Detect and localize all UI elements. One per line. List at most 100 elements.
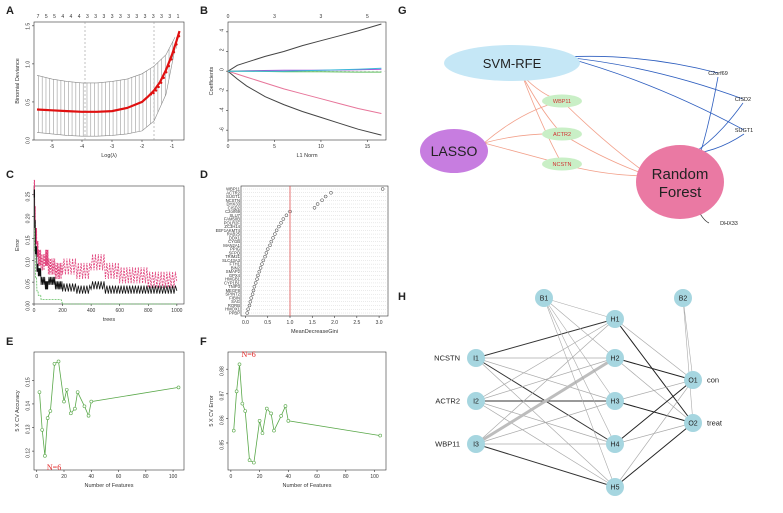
panel-label-e: E [6,336,13,348]
y-tick-label: 0.25 [26,192,32,202]
edge-hidden-output [614,379,694,445]
edge-input-hidden [475,318,616,402]
top-tick-label: 5 [53,14,56,20]
gini-gene-label: NCSTN [226,198,240,203]
gini-point [320,198,324,203]
bias-node [674,289,692,307]
gini-gene-label: GPX4 [229,273,241,278]
edge-shared-to-rf [561,133,651,177]
bias-node [535,289,553,307]
y-tick-label: -4 [220,107,226,112]
cv-point [64,387,69,392]
output-node-label: O2 [688,421,697,428]
gini-point [271,236,275,240]
y-axis-label: Error [15,239,21,251]
mean-deviance-point [149,93,153,96]
top-tick-label: 3 [152,14,155,20]
gini-gene-label: MEGF8 [226,288,241,293]
shared-gene-label: WBP11 [553,99,571,105]
panel-label-a: A [6,5,14,17]
x-tick-label: 15 [365,144,371,150]
panel-b-lasso-coefficients: 0 5 10 15 -6 -4 -2 0 2 4 L1 Norm Coefficients 0 3 3 5 [209,14,387,159]
edge-input-hidden [475,318,616,359]
gini-point [250,292,255,296]
y-tick-label: 0.10 [26,257,32,267]
gini-gene-label: CYP1B1 [224,280,241,285]
gini-point [248,299,253,304]
edge-bias-output [682,297,694,424]
x-tick-label: 20 [257,474,263,480]
edge-hidden-output [614,318,694,424]
x-tick-label: 600 [116,308,125,314]
svm-rfe-node [444,45,580,81]
gini-point [260,262,264,266]
gini-point [312,206,317,210]
hidden-node [606,349,624,367]
cv-point [82,404,87,409]
gini-gene-label: DDX1 [229,235,241,240]
lasso-label: LASSO [431,143,478,159]
edge-hidden-output [614,422,694,488]
x-tick-label: 2.5 [353,320,360,326]
edge-shared-to-svm [521,74,563,165]
gini-gene-label: C2orf69 [225,209,241,214]
gini-gene-label: SAG [231,299,240,304]
rf-only-gene-label: DHX33 [720,221,738,227]
cv-point [40,428,44,432]
y-axis-label: Coefficients [209,66,215,95]
y-tick-label: 1.5 [26,23,32,30]
y-tick-label: 0.85 [220,440,226,450]
x-tick-label: 0 [227,144,230,150]
cv-point [234,389,239,394]
gini-gene-label: FAM50B [224,217,240,222]
shared-gene-node [542,157,582,171]
cv-point [247,458,252,462]
gini-point [274,228,279,233]
y-tick-label: 0.86 [220,415,226,425]
x-tick-label: 5 [273,144,276,150]
svm-rfe-label: SVM-RFE [483,56,542,71]
x-tick-label: 3.0 [376,320,383,326]
top-tick-label: 5 [45,14,48,20]
top-tick-label: 4 [70,14,73,20]
y-tick-label: 0 [220,68,226,71]
gini-gene-label: FIBIN [229,295,240,300]
input-node-label: I3 [473,442,479,449]
panel-a-lasso-deviance: -5 -4 -3 -2 -1 0.0 0.5 1.0 1.5 Log(λ) Binomial Dev… [15,14,185,159]
x-tick-label: 0 [35,474,38,480]
error-line-OOB [33,189,178,294]
random-forest-label: Forest [659,184,702,201]
x-tick-label: 60 [116,474,122,480]
panel-label-h: H [398,291,406,303]
y-tick-label: 0.14 [26,401,32,411]
upper-ci-line [36,37,176,84]
error-line-class1 [33,179,178,288]
top-tick-label: 3 [320,14,323,20]
edge-gene-to-rf [699,76,719,155]
y-tick-label: 2 [220,48,226,51]
cv-point [75,390,80,394]
y-tick-label: 0.87 [220,391,226,401]
input-node [467,349,485,367]
top-tick-label: 3 [168,14,171,20]
x-axis-label: trees [103,317,115,323]
cv-point [56,359,61,364]
cv-line [233,364,381,464]
gini-point [277,224,281,229]
cv-point [176,385,181,390]
gini-point [245,311,249,315]
hidden-node [606,310,624,328]
gini-point [246,307,250,311]
optimal-n-annotation: N=6 [47,463,61,472]
plot-frame [227,21,387,141]
x-tick-label: 80 [143,474,149,480]
output-node-label: O1 [688,378,697,385]
panel-label-b: B [200,5,208,17]
panel-label-d: D [200,169,208,181]
x-tick-label: 400 [87,308,96,314]
gini-point [258,266,263,270]
top-tick-label: 3 [111,14,114,20]
cv-point [237,362,242,367]
gini-point [263,254,267,259]
y-tick-label: -6 [220,127,226,132]
